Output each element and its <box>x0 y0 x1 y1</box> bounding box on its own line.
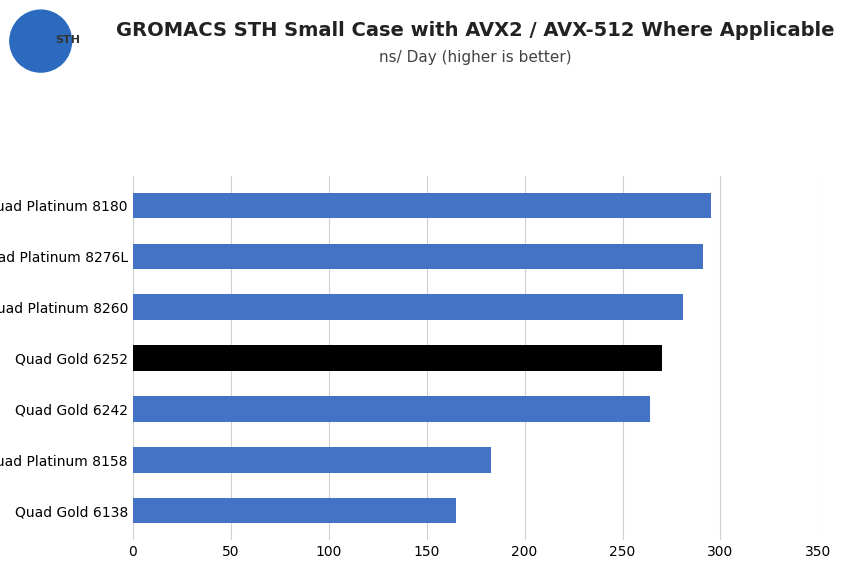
Text: ns/ Day (higher is better): ns/ Day (higher is better) <box>380 50 572 65</box>
Bar <box>133 193 710 218</box>
Bar <box>133 345 662 371</box>
Bar <box>133 396 650 421</box>
Bar <box>133 447 491 473</box>
Circle shape <box>10 10 71 72</box>
Text: GROMACS STH Small Case with AVX2 / AVX-512 Where Applicable: GROMACS STH Small Case with AVX2 / AVX-5… <box>117 21 835 39</box>
Bar <box>133 295 683 320</box>
Bar <box>133 244 703 269</box>
Bar <box>133 498 456 524</box>
Text: STH: STH <box>55 35 80 45</box>
